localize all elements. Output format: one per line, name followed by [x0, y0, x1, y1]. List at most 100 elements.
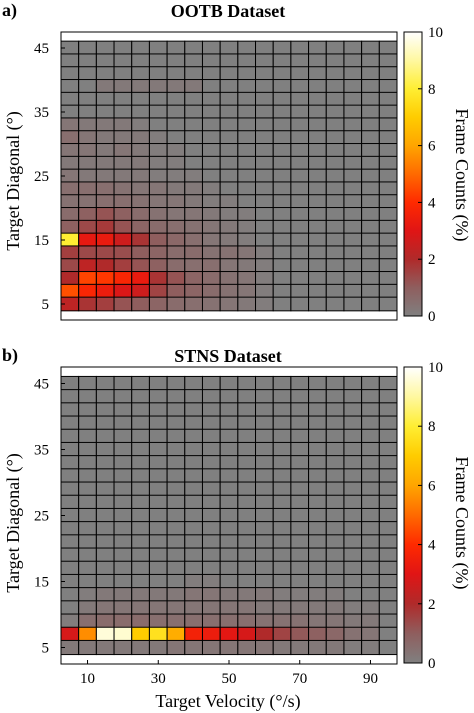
heatmap-cell [184, 481, 203, 497]
heatmap-cell [343, 626, 363, 642]
heatmap-cell [201, 168, 221, 184]
heatmap-cell [255, 455, 274, 471]
heatmap-cell [361, 626, 380, 642]
heatmap-cell [60, 600, 80, 616]
heatmap-cell [131, 117, 150, 133]
heatmap-cell [78, 207, 97, 222]
heatmap-cell [219, 168, 239, 184]
heatmap-cell [78, 415, 97, 431]
heatmap-cell [325, 415, 345, 431]
heatmap-cell [272, 600, 292, 616]
heatmap-cell [60, 389, 80, 405]
heatmap-cell [378, 441, 398, 458]
heatmap-cell [148, 547, 168, 563]
heatmap-cell [201, 639, 221, 656]
heatmap-cell [219, 521, 239, 537]
heatmap-cell [378, 40, 398, 56]
heatmap-cell [184, 389, 203, 405]
heatmap-cell [290, 600, 310, 616]
heatmap-cell [78, 130, 97, 145]
heatmap-cell [131, 283, 150, 299]
colorbar-tick-label: 0 [428, 656, 436, 672]
heatmap-cell [290, 143, 310, 158]
heatmap-cell [131, 194, 150, 209]
heatmap-cell [95, 283, 115, 299]
heatmap-cell [237, 194, 257, 209]
heatmap-cell [166, 219, 186, 235]
heatmap-cell [113, 626, 133, 642]
heatmap-cell [184, 560, 203, 576]
heatmap-cell [166, 168, 186, 184]
heatmap-cell [255, 66, 274, 81]
heatmap-cell [131, 468, 150, 484]
heatmap-cell [325, 587, 345, 603]
heatmap-cell [148, 375, 168, 392]
heatmap-cell [272, 232, 292, 248]
heatmap-cell [60, 143, 80, 158]
heatmap-cell [78, 104, 97, 120]
heatmap-cell [255, 573, 274, 590]
heatmap-cell [255, 402, 274, 418]
heatmap-cell [131, 600, 150, 616]
heatmap-cell [113, 573, 133, 590]
heatmap-cell [113, 375, 133, 392]
heatmap-cell [78, 613, 97, 629]
heatmap-cell [148, 258, 168, 273]
heatmap-cell [308, 79, 327, 94]
heatmap-cell [131, 91, 150, 107]
heatmap-cell [272, 587, 292, 603]
heatmap-cell [343, 494, 363, 510]
heatmap-cell [184, 573, 203, 590]
heatmap-cell [184, 53, 203, 69]
heatmap-cell [361, 547, 380, 563]
heatmap-cell [308, 194, 327, 209]
heatmap-cell [60, 560, 80, 576]
heatmap-cell [237, 104, 257, 120]
heatmap-cell [255, 534, 274, 550]
heatmap-cell [201, 53, 221, 69]
heatmap-cell [237, 415, 257, 431]
y-axis-label-stns: Target Diagonal (°) [3, 453, 24, 593]
heatmap-cell [184, 258, 203, 273]
heatmap-cell [78, 271, 97, 286]
heatmap-cell [148, 481, 168, 497]
heatmap-cell [148, 639, 168, 656]
heatmap-cell [308, 521, 327, 537]
heatmap-cell [113, 258, 133, 273]
heatmap-cell [201, 560, 221, 576]
panel-letter-a: a) [2, 0, 17, 21]
heatmap-cell [78, 66, 97, 81]
heatmap-cell [361, 104, 380, 120]
heatmap-cell [272, 455, 292, 471]
heatmap-cell [272, 245, 292, 261]
heatmap-cell [78, 375, 97, 392]
heatmap-cell [290, 40, 310, 56]
heatmap-cell [78, 481, 97, 497]
heatmap-cell [201, 534, 221, 550]
heatmap-cell [148, 389, 168, 405]
heatmap-cell [184, 507, 203, 524]
heatmap-cell [343, 91, 363, 107]
heatmap-cell [361, 639, 380, 656]
heatmap-cell [95, 587, 115, 603]
heatmap-cell [201, 194, 221, 209]
heatmap-cell [325, 468, 345, 484]
heatmap-cell [166, 468, 186, 484]
heatmap-cell [201, 455, 221, 471]
heatmap-cell [60, 91, 80, 107]
heatmap-cell [166, 560, 186, 576]
heatmap-cell [325, 389, 345, 405]
heatmap-cell [201, 587, 221, 603]
heatmap-cell [308, 428, 327, 444]
heatmap-cell [219, 296, 239, 312]
heatmap-cell [325, 66, 345, 81]
heatmap-cell [78, 283, 97, 299]
heatmap-cell [166, 428, 186, 444]
heatmap-cell [78, 143, 97, 158]
y-tick-label: 25 [34, 509, 49, 525]
heatmap-cell [361, 40, 380, 56]
heatmap-cell [131, 613, 150, 629]
heatmap-cell [78, 639, 97, 656]
heatmap-cell [166, 547, 186, 563]
heatmap-cell [113, 389, 133, 405]
